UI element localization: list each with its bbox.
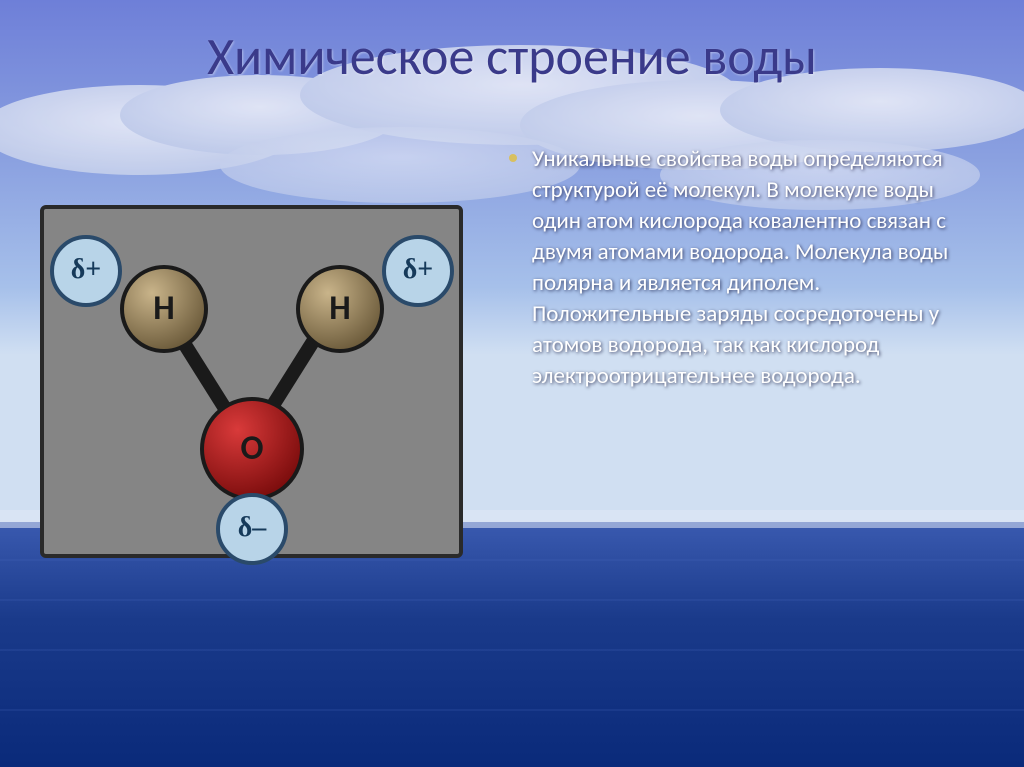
delta-minus-bottom: δ–: [216, 493, 288, 565]
oxygen-label: O: [241, 428, 264, 469]
delta-plus-left-label: δ+: [71, 254, 102, 286]
slide-title: Химическое строение воды: [0, 24, 1024, 88]
body-bullet: Уникальные свойства воды определяются ст…: [532, 140, 984, 392]
body-text-strong: молекул.: [673, 176, 761, 204]
body-text: Уникальные свойства воды определяются ст…: [504, 140, 984, 392]
hydrogen-label-right: H: [329, 288, 350, 329]
oxygen-atom: O: [200, 397, 304, 501]
delta-minus-label: δ–: [238, 512, 267, 544]
slide: Химическое строение воды O H H δ+ δ+ δ– …: [0, 0, 1024, 767]
delta-plus-left: δ+: [50, 235, 122, 307]
hydrogen-label-left: H: [153, 288, 174, 329]
body-text-span-3: В молекуле воды один атом кислорода кова…: [532, 176, 948, 390]
hydrogen-atom-right: H: [296, 265, 384, 353]
delta-plus-right: δ+: [382, 235, 454, 307]
delta-plus-right-label: δ+: [403, 254, 434, 286]
hydrogen-atom-left: H: [120, 265, 208, 353]
